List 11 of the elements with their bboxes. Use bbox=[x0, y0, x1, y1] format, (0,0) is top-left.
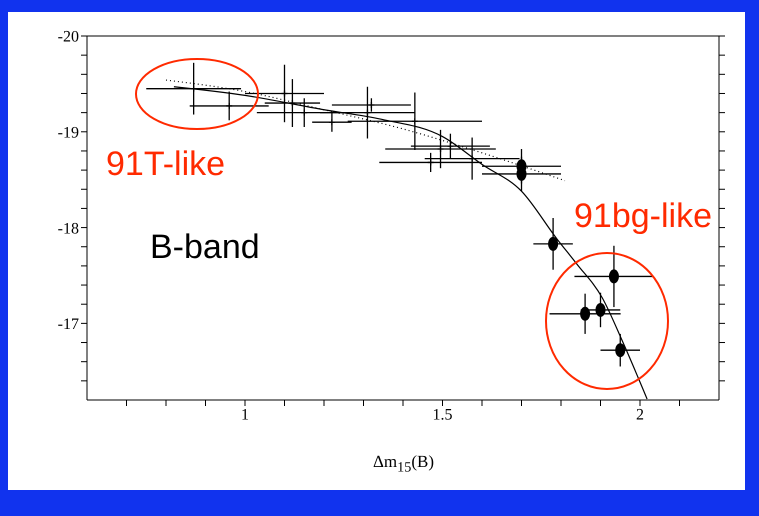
annotation: 91T-like bbox=[106, 145, 226, 184]
y-tick-label: -17 bbox=[58, 316, 79, 334]
annotation: 91bg-like bbox=[574, 197, 712, 236]
x-axis-title: Δm$_{15}$(B) bbox=[372, 452, 435, 476]
annotation: B-band bbox=[150, 228, 260, 267]
y-tick-label: -20 bbox=[58, 28, 79, 46]
y-tick-label: -18 bbox=[58, 220, 79, 238]
x-tick-label: 1 bbox=[241, 406, 249, 424]
x-tick-label: 2 bbox=[636, 406, 644, 424]
y-tick-label: -19 bbox=[58, 124, 79, 142]
x-tick-label: 1.5 bbox=[432, 406, 452, 424]
